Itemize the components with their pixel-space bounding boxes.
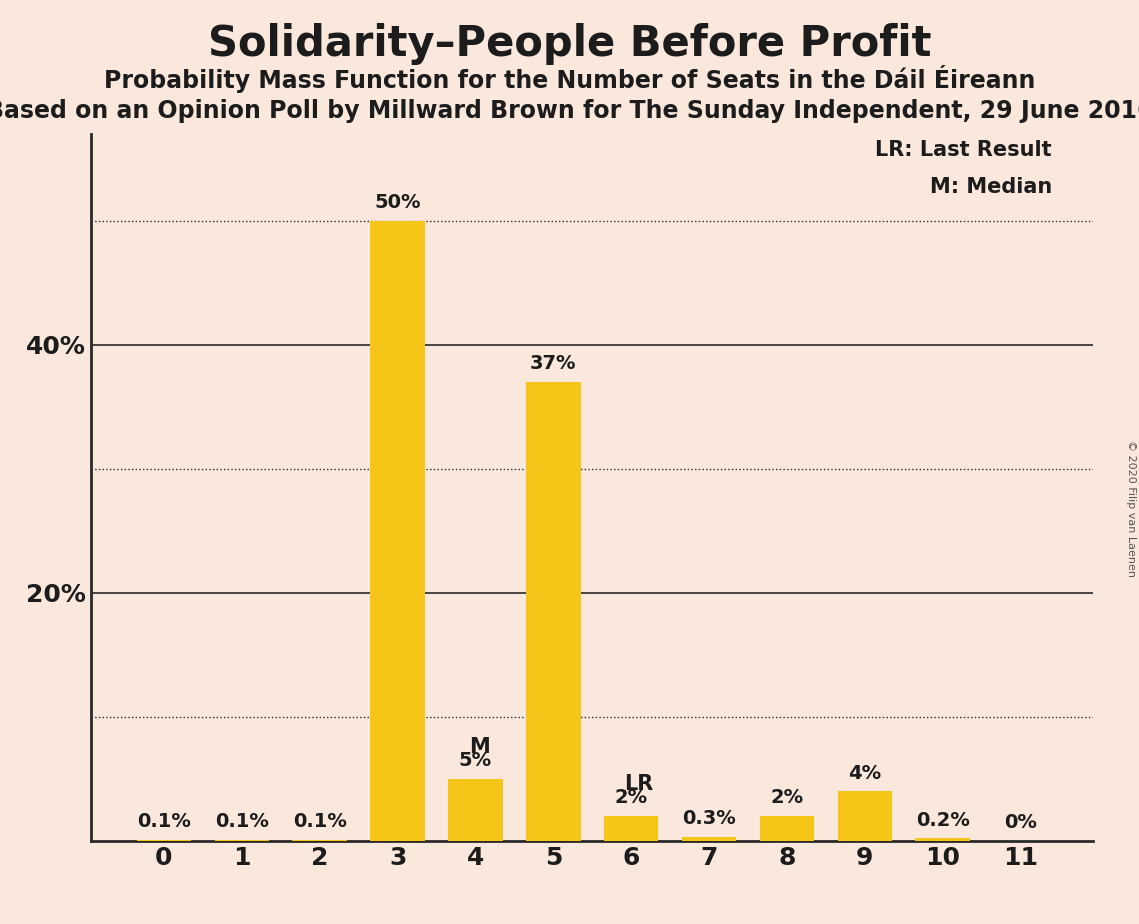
Text: 0.3%: 0.3% xyxy=(682,809,736,829)
Bar xyxy=(837,791,892,841)
Bar xyxy=(916,838,970,841)
Text: 0%: 0% xyxy=(1005,813,1036,833)
Text: 0.1%: 0.1% xyxy=(137,812,191,831)
Text: Solidarity–People Before Profit: Solidarity–People Before Profit xyxy=(207,23,932,65)
Text: M: Median: M: Median xyxy=(929,177,1051,198)
Bar xyxy=(682,837,736,841)
Text: 2%: 2% xyxy=(615,788,648,808)
Bar xyxy=(370,221,425,841)
Text: 0.2%: 0.2% xyxy=(916,810,969,830)
Text: 2%: 2% xyxy=(770,788,803,808)
Bar xyxy=(604,816,658,841)
Text: LR: LR xyxy=(624,773,654,794)
Text: Based on an Opinion Poll by Millward Brown for The Sunday Independent, 29 June 2: Based on an Opinion Poll by Millward Bro… xyxy=(0,99,1139,123)
Text: 50%: 50% xyxy=(375,193,420,213)
Bar xyxy=(449,779,502,841)
Bar xyxy=(214,840,269,841)
Text: 5%: 5% xyxy=(459,751,492,771)
Text: 0.1%: 0.1% xyxy=(215,812,269,831)
Bar xyxy=(293,840,347,841)
Text: 4%: 4% xyxy=(849,763,882,783)
Text: LR: Last Result: LR: Last Result xyxy=(875,140,1051,160)
Text: © 2020 Filip van Laenen: © 2020 Filip van Laenen xyxy=(1126,440,1136,577)
Bar xyxy=(760,816,814,841)
Text: Probability Mass Function for the Number of Seats in the Dáil Éireann: Probability Mass Function for the Number… xyxy=(104,65,1035,92)
Bar xyxy=(137,840,191,841)
Bar xyxy=(526,382,581,841)
Text: M: M xyxy=(469,736,490,757)
Text: 0.1%: 0.1% xyxy=(293,812,346,831)
Text: 37%: 37% xyxy=(530,354,576,373)
